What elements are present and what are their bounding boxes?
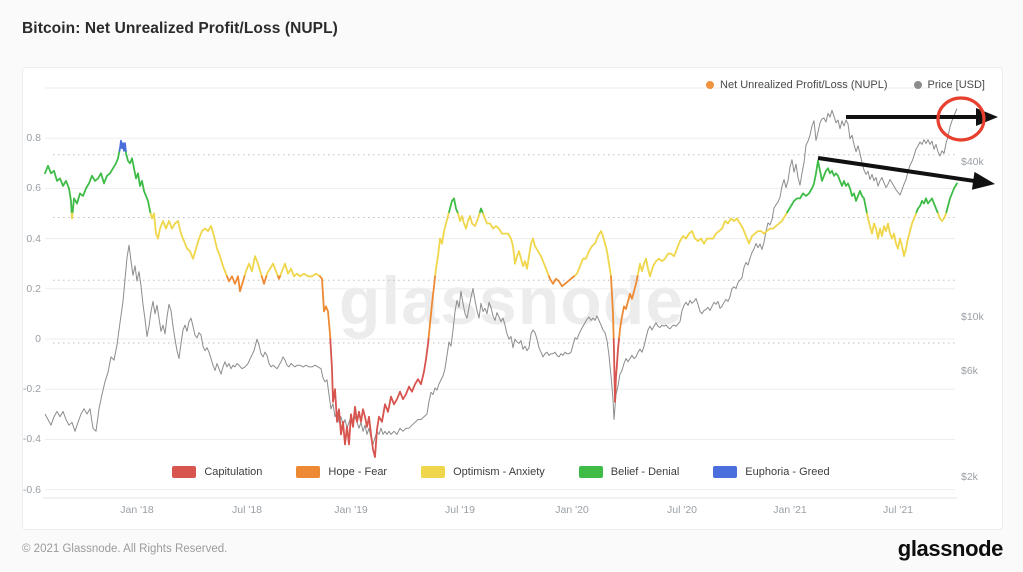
- y-axis-tick-left: -0.2: [22, 383, 41, 395]
- price-series-dot-icon: [913, 81, 922, 89]
- belief-denial-swatch-icon: [578, 466, 603, 478]
- band-label-belief-denial: Belief - Denial: [610, 466, 680, 478]
- nupl-line-segment[interactable]: [118, 139, 127, 152]
- band-item-capitulation[interactable]: Capitulation: [172, 466, 262, 478]
- x-axis-tick: Jan '19: [334, 504, 368, 516]
- legend-item-nupl[interactable]: Net Unrealized Profit/Loss (NUPL): [706, 79, 888, 91]
- nupl-line-segment[interactable]: [70, 212, 947, 278]
- y-axis-tick-left: -0.6: [22, 484, 41, 496]
- y-axis-tick-right: $10k: [961, 311, 984, 323]
- band-label-hope-fear: Hope - Fear: [328, 466, 388, 478]
- trend-arrow-top-head: [976, 108, 998, 126]
- y-axis-tick-left: 0.4: [26, 233, 41, 245]
- nupl-series-dot-icon: [706, 81, 715, 89]
- band-label-optimism-anxiety: Optimism - Anxiety: [453, 466, 545, 478]
- highlight-circle-annotation: [936, 96, 986, 142]
- chart-panel: [22, 67, 1003, 530]
- optimism-anxiety-swatch-icon: [421, 466, 446, 478]
- capitulation-swatch-icon: [172, 466, 197, 478]
- glassnode-logo: glassnode: [897, 536, 1004, 561]
- band-label-capitulation: Capitulation: [204, 466, 263, 478]
- x-axis-tick: Jan '18: [120, 504, 154, 516]
- legend-label-nupl: Net Unrealized Profit/Loss (NUPL): [720, 79, 888, 91]
- x-axis-tick: Jul '19: [444, 504, 476, 516]
- copyright-text: © 2021 Glassnode. All Rights Reserved.: [22, 543, 228, 555]
- legend-label-price: Price [USD]: [927, 79, 985, 91]
- band-item-optimism-anxiety[interactable]: Optimism - Anxiety: [421, 466, 545, 478]
- trend-arrow-bottom-head: [971, 171, 995, 190]
- trend-arrow-bottom: [817, 156, 980, 184]
- x-axis-tick: Jan '20: [555, 504, 589, 516]
- y-axis-tick-right: $40k: [961, 156, 984, 168]
- band-legend: Capitulation Hope - Fear Optimism - Anxi…: [45, 466, 957, 478]
- y-axis-tick-right: $6k: [961, 365, 978, 377]
- y-axis-tick-left: 0.8: [26, 132, 41, 144]
- nupl-line-segment[interactable]: [329, 338, 620, 458]
- price-line[interactable]: [44, 108, 958, 445]
- hope-fear-swatch-icon: [296, 466, 321, 478]
- band-item-hope-fear[interactable]: Hope - Fear: [296, 466, 387, 478]
- euphoria-greed-swatch-icon: [713, 466, 738, 478]
- y-axis-tick-left: -0.4: [22, 433, 41, 445]
- y-axis-tick-right: $2k: [961, 471, 978, 483]
- nupl-line-segment[interactable]: [226, 275, 639, 340]
- page-title: Bitcoin: Net Unrealized Profit/Loss (NUP…: [22, 20, 338, 37]
- x-axis-tick: Jul '18: [231, 504, 263, 516]
- band-label-euphoria-greed: Euphoria - Greed: [745, 466, 830, 478]
- x-axis-tick: Jul '21: [882, 504, 914, 516]
- x-axis-tick: Jan '21: [773, 504, 807, 516]
- glassnode-watermark: glassnode: [338, 263, 685, 339]
- y-axis-tick-left: 0.6: [26, 182, 41, 194]
- y-axis-tick-left: 0: [35, 333, 41, 345]
- band-item-euphoria-greed[interactable]: Euphoria - Greed: [713, 466, 830, 478]
- band-item-belief-denial[interactable]: Belief - Denial: [578, 466, 680, 478]
- y-axis-tick-left: 0.2: [26, 283, 41, 295]
- x-axis-tick: Jul '20: [666, 504, 698, 516]
- nupl-line-segment[interactable]: [44, 149, 958, 215]
- series-legend: Net Unrealized Profit/Loss (NUPL) Price …: [22, 78, 985, 92]
- legend-item-price[interactable]: Price [USD]: [913, 79, 985, 91]
